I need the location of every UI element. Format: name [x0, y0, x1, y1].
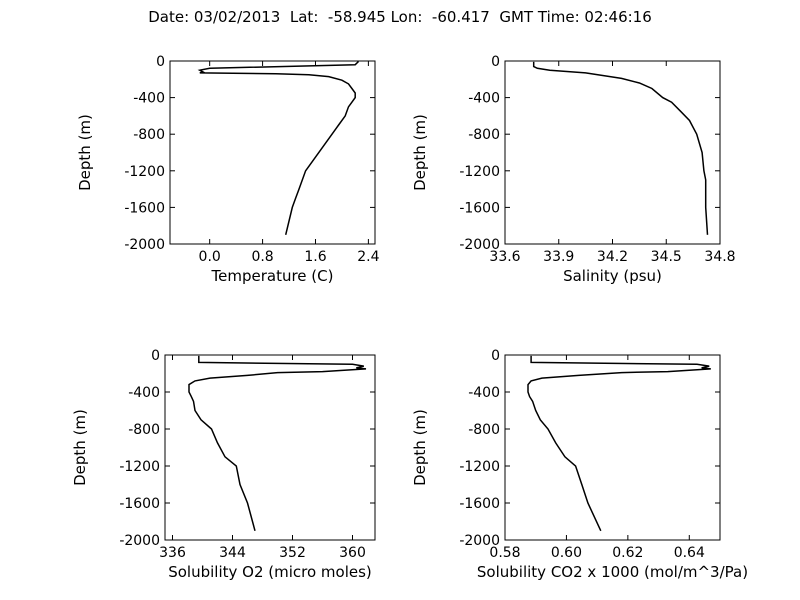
profile-line-4: [527, 355, 711, 532]
y-tick-label: -400: [468, 385, 500, 401]
x-tick-label: 2.4: [357, 249, 379, 265]
y-tick-label: -1200: [119, 459, 160, 475]
y-axis-label: Depth (m): [71, 409, 89, 486]
y-tick-label: -2000: [119, 533, 160, 549]
y-tick-label: -1200: [459, 164, 500, 180]
x-axis-label: Temperature (C): [211, 267, 334, 285]
x-tick-label: 33.6: [489, 249, 520, 265]
x-tick-label: 1.6: [304, 249, 326, 265]
profile-line-3: [188, 355, 367, 531]
y-tick-label: 0: [491, 348, 500, 364]
x-tick-label: 336: [159, 545, 186, 561]
x-tick-label: 0.62: [612, 545, 643, 561]
x-axis-label: Salinity (psu): [563, 267, 662, 285]
y-tick-label: -1600: [119, 496, 160, 512]
y-tick-label: -2000: [124, 237, 165, 253]
y-tick-label: -1600: [459, 496, 500, 512]
y-tick-label: -400: [468, 91, 500, 107]
y-tick-label: -1200: [124, 164, 165, 180]
y-tick-label: -800: [468, 422, 500, 438]
x-tick-label: 0.8: [251, 249, 273, 265]
x-tick-label: 34.2: [597, 249, 628, 265]
y-axis-label: Depth (m): [411, 114, 429, 191]
y-tick-label: 0: [491, 54, 500, 70]
plot-frame-2: [504, 60, 721, 245]
plot-frame-4: [504, 354, 721, 541]
y-tick-label: -400: [133, 91, 165, 107]
y-tick-label: 0: [156, 54, 165, 70]
x-axis-label: Solubility O2 (micro moles): [168, 563, 372, 581]
y-tick-label: -2000: [459, 237, 500, 253]
x-tick-label: 0.60: [551, 545, 582, 561]
profile-line-1: [197, 60, 360, 235]
plot-frame-3: [164, 354, 376, 541]
y-axis-label: Depth (m): [76, 114, 94, 191]
x-tick-label: 34.5: [651, 249, 682, 265]
profile-line-2: [532, 61, 709, 235]
x-tick-label: 0.64: [674, 545, 705, 561]
x-tick-label: 352: [279, 545, 306, 561]
x-tick-label: 34.8: [704, 249, 735, 265]
y-tick-label: -800: [128, 422, 160, 438]
y-tick-label: -1600: [459, 200, 500, 216]
y-tick-label: -1600: [124, 200, 165, 216]
x-tick-label: 360: [339, 545, 366, 561]
y-tick-label: 0: [151, 348, 160, 364]
y-tick-label: -800: [468, 127, 500, 143]
y-axis-label: Depth (m): [411, 409, 429, 486]
x-tick-label: 0.58: [489, 545, 520, 561]
x-tick-label: 0.0: [199, 249, 221, 265]
y-tick-label: -1200: [459, 459, 500, 475]
y-tick-label: -800: [133, 127, 165, 143]
y-tick-label: -400: [128, 385, 160, 401]
y-tick-label: -2000: [459, 533, 500, 549]
plot-frame-1: [169, 60, 376, 245]
x-axis-label: Solubility CO2 x 1000 (mol/m^3/Pa): [477, 563, 748, 581]
x-tick-label: 33.9: [543, 249, 574, 265]
x-tick-label: 344: [219, 545, 246, 561]
figure-title: Date: 03/02/2013 Lat: -58.945 Lon: -60.4…: [148, 8, 652, 26]
